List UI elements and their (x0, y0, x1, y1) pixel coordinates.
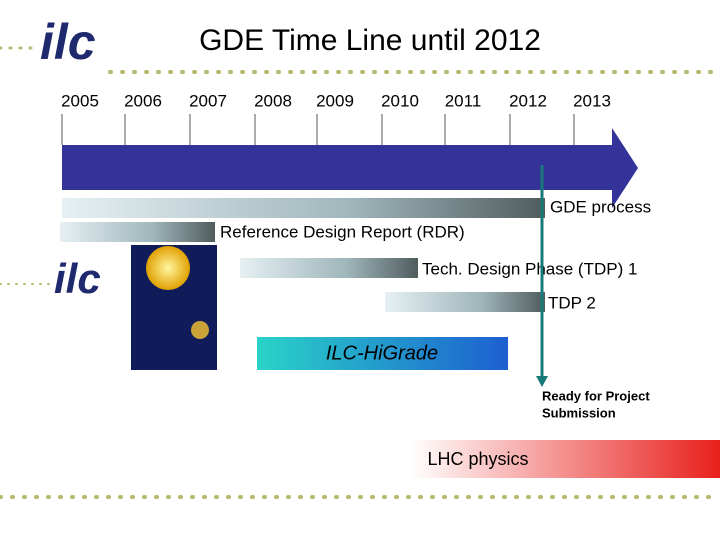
phase-label: Reference Design Report (RDR) (220, 222, 465, 241)
phase-label: TDP 2 (548, 293, 596, 312)
year-label: 2007 (189, 91, 227, 110)
milestone-arrowhead (536, 376, 548, 387)
year-label: 2009 (316, 91, 354, 110)
phase-bar (60, 222, 215, 242)
program-label: ILC-HiGrade (326, 342, 438, 364)
year-label: 2006 (124, 91, 162, 110)
year-label: 2010 (381, 91, 419, 110)
year-label: 2013 (573, 91, 611, 110)
year-label: 2011 (445, 91, 482, 110)
logo: ilc (54, 255, 101, 302)
year-label: 2012 (509, 91, 547, 110)
year-axis: 2005 2006 2007 2008 2009 2010 2011 2012 2013 (61, 91, 611, 145)
year-label: 2008 (254, 91, 292, 110)
title: GDE Time Line until 2012 (199, 24, 541, 57)
year-label: 2005 (61, 91, 99, 110)
logo: ilc (40, 14, 96, 70)
rdr-cover-art (146, 246, 190, 290)
phase-bar (62, 198, 545, 218)
timeline-arrow (62, 128, 638, 208)
phase-bar (240, 258, 418, 278)
lhc-bar (410, 440, 720, 478)
phase-bar (385, 292, 545, 312)
lhc-label: LHC physics (427, 449, 528, 469)
milestone-label: Ready for Project (542, 388, 650, 403)
phase-label: Tech. Design Phase (TDP) 1 (422, 259, 637, 278)
rdr-cover-art (191, 321, 209, 339)
phase-label: GDE process (550, 197, 651, 216)
program-bar (257, 337, 508, 370)
milestone-label: Submission (542, 405, 616, 420)
